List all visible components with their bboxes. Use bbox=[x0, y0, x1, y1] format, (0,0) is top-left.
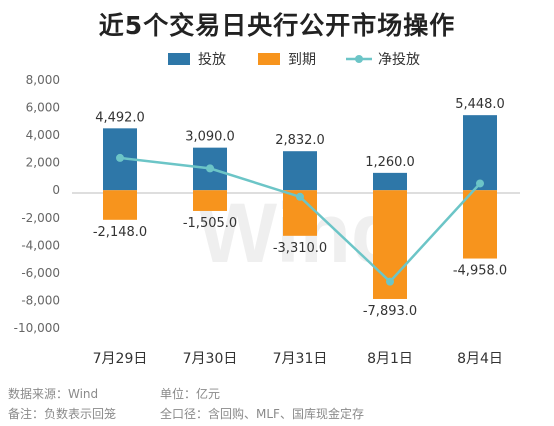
data-label: -2,148.0 bbox=[93, 225, 147, 240]
bar-inflow bbox=[373, 172, 407, 191]
y-tick-label: 8,000 bbox=[26, 73, 60, 87]
y-tick-label: 4,000 bbox=[26, 128, 60, 142]
legend: 投放 到期 净投放 bbox=[168, 52, 420, 68]
data-labels: 4,492.0 3,090.0 2,832.0 1,260.0 5,448.0 -2,14… bbox=[93, 97, 507, 319]
data-label: 5,448.0 bbox=[455, 97, 505, 112]
net-line bbox=[116, 153, 484, 286]
bar-maturity bbox=[193, 190, 227, 211]
data-label: 4,492.0 bbox=[95, 110, 145, 125]
x-tick-label: 8月1日 bbox=[367, 351, 413, 367]
net-point bbox=[116, 153, 124, 162]
net-point bbox=[296, 192, 304, 201]
y-tick-label: -10,000 bbox=[14, 321, 60, 335]
x-tick-label: 7月30日 bbox=[183, 351, 238, 367]
legend-swatch bbox=[168, 53, 190, 65]
legend-swatch-point bbox=[355, 55, 363, 63]
bar-inflow bbox=[283, 151, 317, 191]
chart-title: 近5个交易日央行公开市场操作 bbox=[98, 11, 456, 40]
footer-source: 数据来源：Wind bbox=[8, 387, 99, 401]
legend-label: 净投放 bbox=[378, 52, 420, 68]
net-point bbox=[206, 164, 214, 173]
legend-label: 投放 bbox=[198, 52, 226, 68]
data-label: 2,832.0 bbox=[275, 133, 325, 148]
y-tick-label: -4,000 bbox=[21, 238, 60, 252]
data-label: -3,310.0 bbox=[273, 241, 327, 256]
net-point bbox=[476, 179, 484, 188]
y-axis: 8,000 6,000 4,000 2,000 0 -2,000 -4,000 -6,000 -… bbox=[14, 73, 60, 335]
y-tick-label: -6,000 bbox=[21, 266, 60, 280]
y-tick-label: -8,000 bbox=[21, 293, 60, 307]
footer-scope: 全口径：含回购、MLF、国库现金定存 bbox=[160, 407, 364, 421]
data-label: 1,260.0 bbox=[365, 155, 415, 170]
net-point bbox=[386, 277, 394, 286]
bar-maturity bbox=[103, 190, 137, 220]
x-tick-label: 7月29日 bbox=[93, 351, 148, 367]
bar-maturity bbox=[463, 190, 497, 259]
y-tick-label: 2,000 bbox=[26, 156, 60, 170]
x-tick-label: 7月31日 bbox=[273, 351, 328, 367]
y-tick-label: -2,000 bbox=[21, 211, 60, 225]
data-label: -4,958.0 bbox=[453, 264, 507, 279]
y-tick-label: 6,000 bbox=[26, 101, 60, 115]
footer-unit: 单位：亿元 bbox=[160, 387, 221, 401]
data-label: -1,505.0 bbox=[183, 216, 237, 231]
bar-inflow bbox=[463, 115, 497, 191]
legend-label: 到期 bbox=[288, 52, 316, 68]
data-label: 3,090.0 bbox=[185, 130, 235, 145]
legend-swatch bbox=[258, 53, 280, 65]
footer-note: 备注：负数表示回笼 bbox=[8, 407, 117, 421]
x-axis: 7月29日 7月30日 7月31日 8月1日 8月4日 bbox=[93, 351, 503, 367]
x-tick-label: 8月4日 bbox=[457, 351, 503, 367]
y-tick-label: 0 bbox=[52, 183, 60, 197]
data-label: -7,893.0 bbox=[363, 304, 417, 319]
